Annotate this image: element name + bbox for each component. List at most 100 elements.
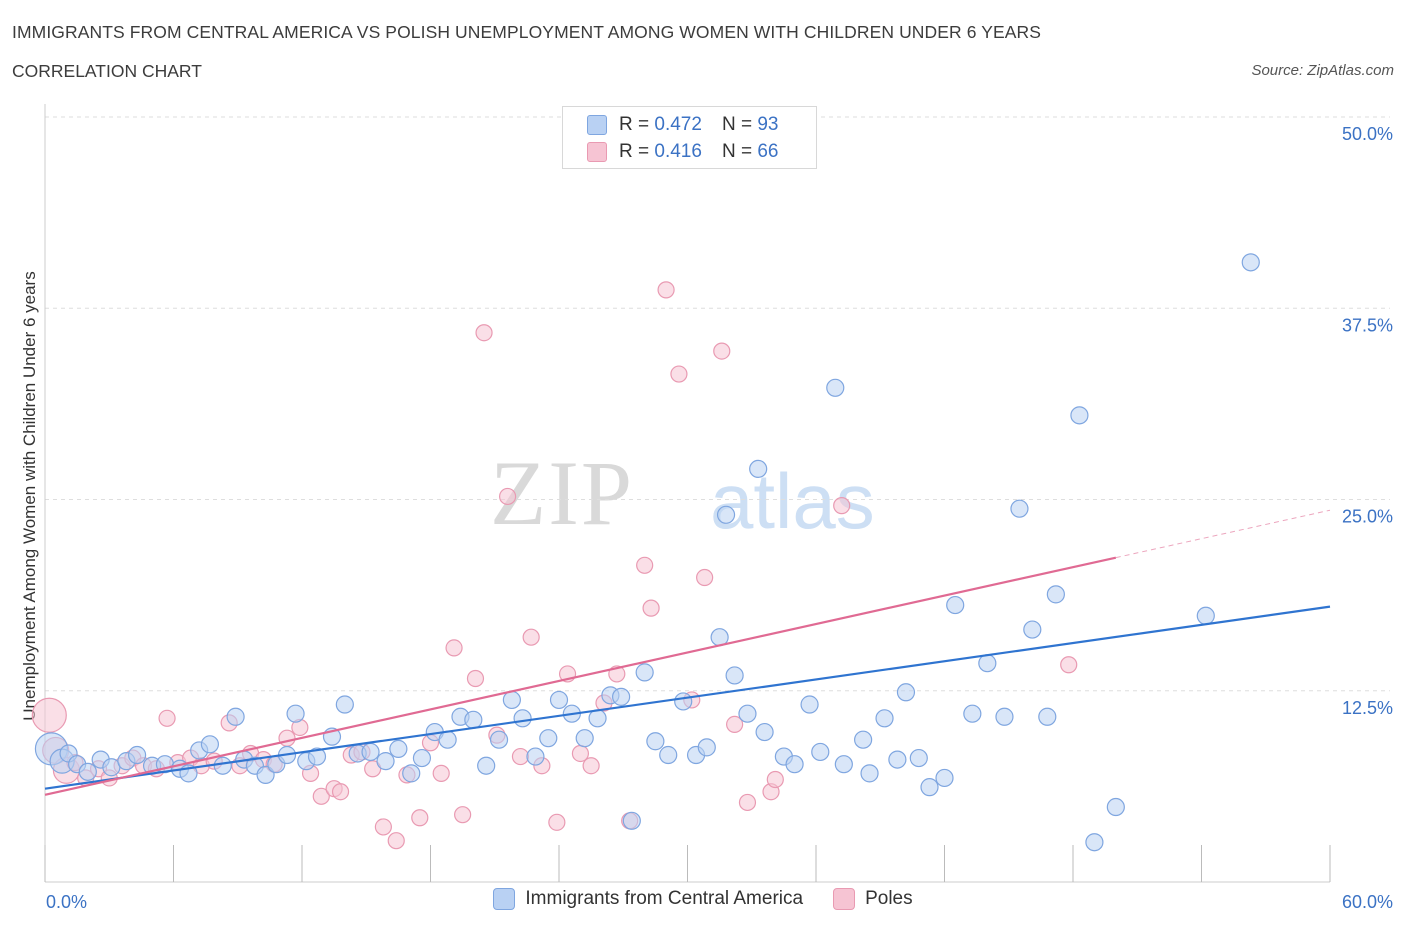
central-america-point	[875, 709, 894, 728]
poles-point	[657, 281, 675, 299]
central-america-point	[725, 666, 744, 685]
central-america-point	[588, 709, 607, 728]
central-america-point	[785, 755, 804, 774]
central-america-point	[935, 768, 954, 788]
trendlines	[44, 509, 1331, 796]
central-america-point	[635, 663, 654, 682]
poles-point	[522, 628, 540, 646]
poles-point	[374, 818, 392, 836]
central-america-point	[834, 755, 853, 774]
central-america-point	[1106, 797, 1125, 817]
central-america-point	[1010, 499, 1029, 518]
poles-point	[766, 770, 784, 789]
central-america-point	[438, 730, 457, 749]
central-america-point	[612, 687, 631, 706]
y-tick-label: 37.5%	[1342, 315, 1393, 335]
tick-labels: 12.5% 25.0% 37.5% 50.0% 0.0% 60.0%	[46, 124, 1393, 912]
poles-point	[432, 764, 450, 782]
poles-point	[499, 487, 517, 506]
x-tick-label: 60.0%	[1342, 892, 1393, 912]
central-america-point	[854, 730, 873, 749]
x-tick-label: 0.0%	[46, 892, 87, 912]
poles-point	[411, 809, 429, 827]
central-america-point	[1023, 620, 1042, 639]
legend-r-label: R =	[619, 141, 650, 162]
central-america-point	[1046, 585, 1065, 604]
central-america-point	[286, 704, 305, 723]
chart-subtitle: CORRELATION CHART	[12, 61, 202, 81]
poles-point	[31, 697, 67, 733]
y-tick-label: 50.0%	[1342, 124, 1393, 144]
poles-point	[548, 813, 566, 831]
central-america-point	[738, 704, 757, 723]
central-america-point	[826, 378, 845, 397]
central-america-point	[127, 745, 147, 765]
central-america-point	[896, 683, 916, 702]
central-america-point	[78, 762, 97, 781]
central-america-point	[539, 729, 558, 748]
central-america-point	[755, 722, 774, 742]
poles-point	[670, 365, 688, 383]
central-america-point	[335, 695, 354, 714]
legend-r-value: 0.416	[654, 141, 702, 162]
watermark: ZIP atlas	[490, 442, 875, 545]
central-america-point	[920, 778, 939, 797]
central-america-point	[674, 692, 693, 711]
central-america-point	[226, 707, 245, 726]
chart-title: IMMIGRANTS FROM CENTRAL AMERICA VS POLIS…	[12, 22, 1042, 42]
grid	[45, 116, 1390, 692]
poles-point	[636, 556, 654, 574]
central-america-point	[622, 811, 641, 830]
legend-swatch-pink	[833, 888, 856, 910]
central-america-point	[464, 710, 483, 729]
y-tick-label: 12.5%	[1342, 698, 1393, 718]
central-america-point	[888, 750, 907, 769]
central-america-point	[860, 764, 879, 783]
central-america-point	[526, 747, 545, 766]
central-america-point	[1241, 253, 1260, 272]
legend-swatch-blue	[493, 888, 516, 910]
poles-point	[726, 715, 744, 734]
central-america-point	[307, 747, 327, 766]
poles-point	[475, 324, 493, 342]
central-america-point	[361, 742, 380, 762]
central-america-point	[1196, 606, 1215, 625]
central-america-point	[213, 756, 232, 775]
chart-source: Source: ZipAtlas.com	[1251, 62, 1394, 79]
central-america-point	[800, 695, 819, 714]
central-america-point	[389, 739, 408, 758]
central-america-point	[909, 748, 928, 768]
central-america-point	[716, 505, 736, 524]
legend-n-value: 66	[757, 141, 779, 162]
legend-item-poles: Poles	[833, 888, 913, 910]
central-america-point	[256, 765, 275, 785]
poles-point	[696, 568, 714, 587]
central-america-point	[1085, 833, 1104, 852]
legend-label-central-america: Immigrants from Central America	[525, 888, 804, 909]
central-america-point	[749, 459, 768, 478]
central-america-point	[502, 690, 521, 710]
central-america-trendline	[44, 605, 1331, 790]
poles-point	[582, 757, 600, 775]
watermark-atlas: atlas	[710, 457, 875, 545]
central-america-points	[34, 253, 1260, 852]
legend-n-label: N =	[721, 114, 753, 135]
poles-point	[466, 669, 485, 688]
poles-trendline	[44, 556, 1117, 796]
central-america-point	[946, 595, 965, 615]
central-america-point	[513, 709, 532, 728]
legend-row-central-america: R = 0.472 N = 93	[587, 113, 778, 137]
central-america-point	[575, 729, 594, 748]
legend-item-central-america: Immigrants from Central America	[493, 888, 803, 910]
central-america-point	[402, 764, 421, 783]
poles-point	[278, 729, 296, 747]
central-america-point	[1038, 707, 1057, 726]
central-america-point	[995, 707, 1014, 726]
legend-r-value: 0.472	[654, 114, 702, 135]
y-tick-label: 25.0%	[1342, 507, 1393, 527]
poles-point	[312, 787, 330, 805]
poles-point	[642, 599, 660, 617]
legend-r-label: R =	[619, 114, 650, 135]
poles-trendline-extension	[1115, 509, 1331, 559]
